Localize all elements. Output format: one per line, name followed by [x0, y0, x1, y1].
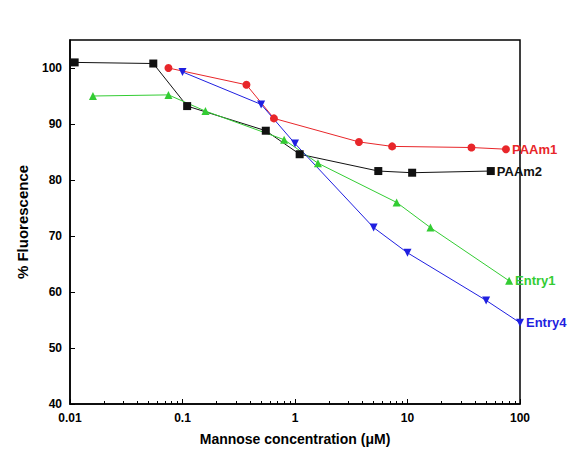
svg-text:40: 40	[49, 397, 63, 411]
svg-text:Entry1: Entry1	[515, 273, 555, 288]
svg-text:PAAm2: PAAm2	[497, 164, 542, 179]
svg-text:PAAm1: PAAm1	[512, 142, 557, 157]
svg-text:50: 50	[49, 341, 63, 355]
svg-text:1: 1	[292, 411, 299, 425]
svg-text:70: 70	[49, 229, 63, 243]
svg-text:10: 10	[401, 411, 415, 425]
svg-text:Mannose concentration (μM): Mannose concentration (μM)	[200, 431, 391, 447]
svg-text:% Fluorescence: % Fluorescence	[14, 165, 31, 279]
svg-text:100: 100	[42, 61, 62, 75]
svg-text:0.1: 0.1	[174, 411, 191, 425]
svg-text:100: 100	[510, 411, 530, 425]
svg-text:Entry4: Entry4	[526, 315, 567, 330]
svg-text:0.01: 0.01	[58, 411, 82, 425]
svg-text:60: 60	[49, 285, 63, 299]
svg-text:90: 90	[49, 117, 63, 131]
svg-text:80: 80	[49, 173, 63, 187]
